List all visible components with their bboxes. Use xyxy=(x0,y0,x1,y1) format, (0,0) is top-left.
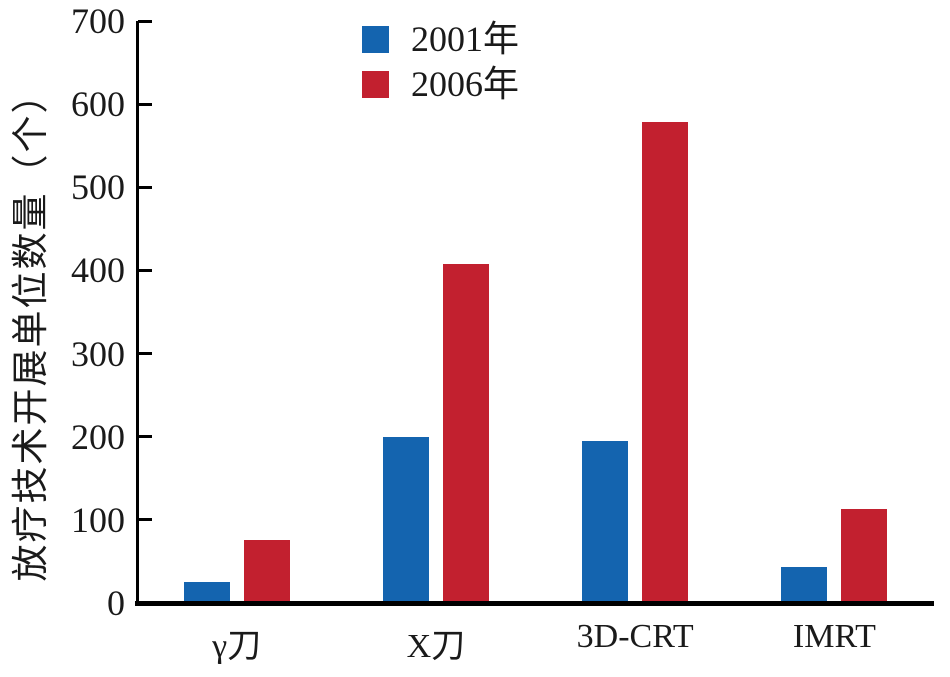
legend-swatch-2006 xyxy=(362,70,389,98)
x-axis-labels: γ刀 X刀 3D-CRT IMRT xyxy=(137,618,934,667)
bar-2006年-IMRT xyxy=(841,509,888,603)
y-tick-mark-200 xyxy=(138,435,152,439)
y-tick-label-500: 500 xyxy=(71,167,125,208)
y-tick-label-0: 0 xyxy=(107,583,125,623)
legend-item-2006: 2006年 xyxy=(362,66,519,102)
bar-2006年-γ刀 xyxy=(243,539,290,603)
x-axis-label-X刀: X刀 xyxy=(406,628,466,665)
bar-2001年-IMRT xyxy=(781,567,828,603)
bar-2006年-X刀 xyxy=(442,263,489,603)
legend-swatch-2001 xyxy=(362,25,389,53)
bar-2006年-3D-CRT xyxy=(642,121,689,603)
bar-2001年-γ刀 xyxy=(183,582,230,603)
y-tick-mark-100 xyxy=(138,518,152,522)
y-tick-mark-700 xyxy=(138,19,152,23)
bar-group-γ刀 xyxy=(137,21,336,603)
y-tick-mark-300 xyxy=(138,352,152,356)
y-tick-mark-400 xyxy=(138,268,152,272)
bar-group-3D-CRT xyxy=(536,21,735,603)
legend-label-2001: 2001年 xyxy=(411,19,520,59)
y-tick-mark-600 xyxy=(138,102,152,106)
x-axis-line xyxy=(135,600,934,606)
legend: 2001年 2006年 xyxy=(362,21,519,102)
bar-group-IMRT xyxy=(735,21,934,603)
bar-2001年-X刀 xyxy=(382,436,429,603)
bar-2001年-3D-CRT xyxy=(582,440,629,603)
y-tick-mark-500 xyxy=(138,185,152,189)
y-tick-label-300: 300 xyxy=(71,333,125,374)
y-tick-label-200: 200 xyxy=(71,416,125,457)
x-axis-label-γ刀: γ刀 xyxy=(212,628,262,665)
y-axis-tick-labels: 0 100 200 300 400 500 600 700 xyxy=(0,1,125,623)
y-tick-label-400: 400 xyxy=(71,250,125,291)
plot-area xyxy=(135,19,934,606)
x-axis-label-3D-CRT: 3D-CRT xyxy=(576,618,694,655)
bar-groups xyxy=(137,21,934,603)
y-tick-label-700: 700 xyxy=(71,1,125,41)
x-axis-label-IMRT: IMRT xyxy=(792,618,876,655)
legend-item-2001: 2001年 xyxy=(362,21,519,57)
bar-group-X刀 xyxy=(336,21,535,603)
legend-label-2006: 2006年 xyxy=(411,64,520,104)
y-axis-line xyxy=(136,21,139,606)
y-tick-label-600: 600 xyxy=(71,84,125,125)
y-tick-label-100: 100 xyxy=(71,499,125,540)
